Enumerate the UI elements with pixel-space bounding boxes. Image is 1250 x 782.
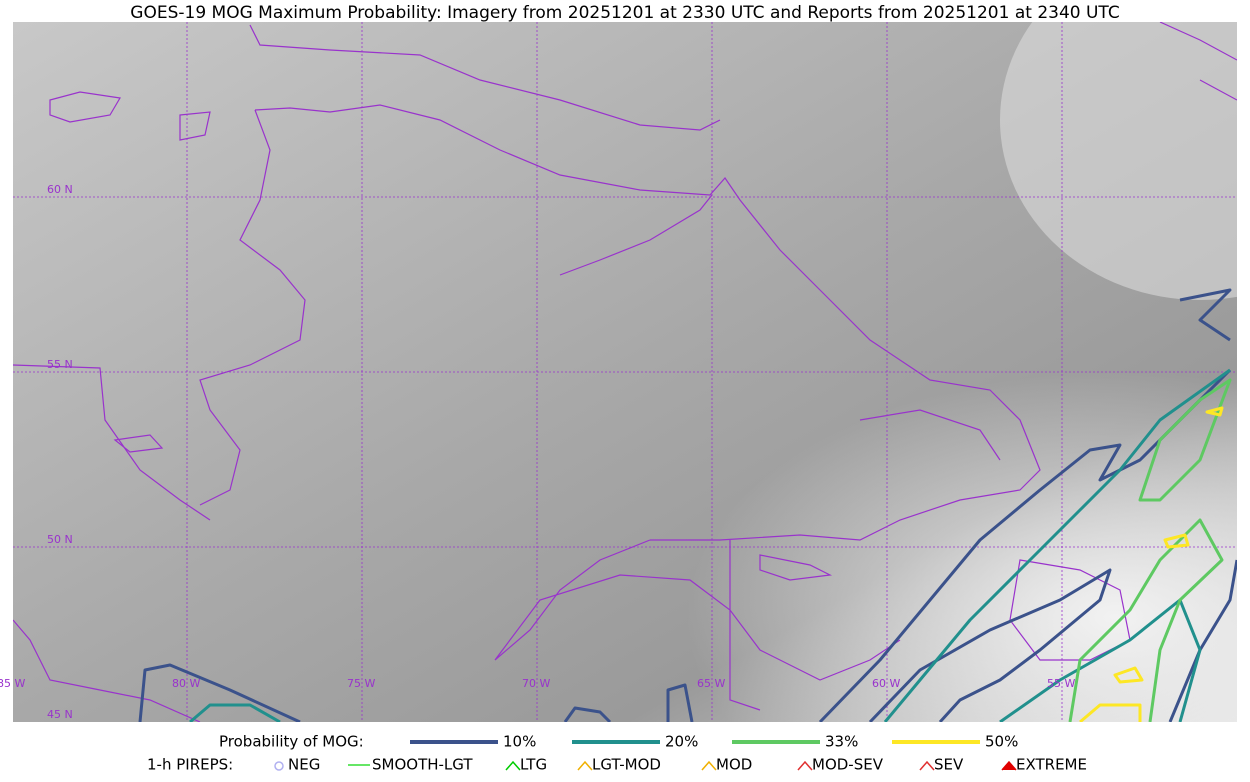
probability-contour	[868, 568, 1112, 722]
legend-label: SEV	[934, 756, 964, 774]
island	[759, 554, 833, 581]
pirep-symbol	[797, 760, 813, 771]
probability-contour	[1068, 518, 1224, 722]
probability-contour	[999, 598, 1202, 722]
probability-contours	[138, 288, 1237, 722]
legend-label: SMOOTH-LGT	[372, 756, 473, 774]
probability-contour	[1179, 288, 1232, 342]
coastline	[1159, 22, 1237, 101]
longitude-label: 70 W	[522, 677, 550, 690]
probability-contour	[666, 683, 694, 722]
probability-contour	[1168, 559, 1237, 722]
pirep-symbol	[1001, 760, 1017, 771]
legend-title: Probability of MOG:	[219, 733, 364, 751]
longitude-label: 60 W	[872, 677, 900, 690]
probability-contour	[1163, 533, 1190, 549]
latitude-label: 45 N	[47, 708, 73, 721]
legend-label: 50%	[985, 733, 1018, 751]
probability-contour	[138, 663, 301, 722]
latitude-label: 60 N	[47, 183, 73, 196]
coastline	[559, 194, 713, 276]
coastline	[199, 109, 306, 506]
probability-contour	[1138, 378, 1232, 502]
longitude-label: 55 W	[1047, 677, 1075, 690]
pirep-symbol	[919, 760, 935, 771]
coastline	[13, 619, 201, 722]
probability-contour	[189, 703, 281, 722]
pirep-symbol	[274, 761, 284, 771]
cloud-band	[1000, 22, 1237, 300]
coastline	[494, 539, 901, 681]
legend-label: 33%	[825, 733, 858, 751]
latitude-label: 55 N	[47, 358, 73, 371]
coastline	[249, 24, 721, 131]
longitude-label: 65 W	[697, 677, 725, 690]
graticule	[13, 22, 1237, 722]
coastline	[13, 364, 211, 521]
longitude-label: 75 W	[347, 677, 375, 690]
title: GOES-19 MOG Maximum Probability: Imagery…	[130, 3, 1119, 23]
legend-label: EXTREME	[1016, 756, 1087, 774]
legend-label: MOD	[716, 756, 752, 774]
legend-label: NEG	[288, 756, 320, 774]
pirep-symbol	[577, 760, 593, 771]
island	[179, 111, 211, 141]
probability-contour	[883, 368, 1231, 722]
coastline	[859, 409, 1001, 461]
probability-contour	[1205, 406, 1224, 417]
legend: Probability of MOG: 10% 20% 33% 50% 1-h PIREP…	[147, 733, 1087, 774]
longitude-label: 80 W	[172, 677, 200, 690]
graticule-labels: 60 N 55 N 50 N 45 N 85 W 80 W 75 W 70 W 65 W 60 W…	[0, 183, 1075, 721]
probability-contour	[1113, 666, 1144, 684]
legend-label: LTG	[520, 756, 547, 774]
longitude-label: 85 W	[0, 677, 25, 690]
probability-contour	[1079, 703, 1142, 722]
map	[13, 22, 1237, 722]
lake	[113, 434, 164, 453]
border	[729, 540, 761, 711]
legend-label: 10%	[503, 733, 536, 751]
legend-label: 20%	[665, 733, 698, 751]
probability-contour	[563, 706, 612, 722]
coastline	[254, 104, 1041, 541]
latitude-label: 50 N	[47, 533, 73, 546]
legend-label: MOD-SEV	[812, 756, 884, 774]
legend-title: 1-h PIREPS:	[147, 756, 233, 774]
pirep-symbol	[505, 760, 521, 771]
island	[49, 91, 121, 123]
pirep-symbol	[701, 760, 717, 771]
legend-label: LGT-MOD	[592, 756, 661, 774]
coastlines	[13, 22, 1237, 722]
